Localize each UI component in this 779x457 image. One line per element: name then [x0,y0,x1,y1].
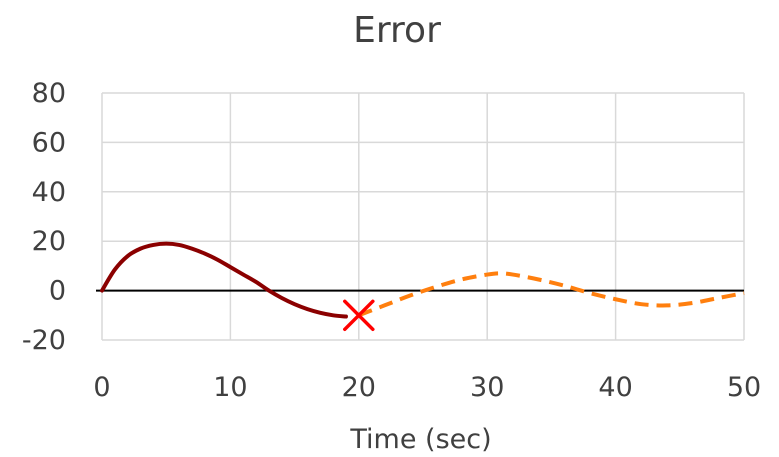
y-tick-label: 60 [32,127,66,158]
x-marker-stroke [343,299,375,332]
x-marker [343,299,375,332]
y-tick-label: 20 [32,226,66,257]
series-layer [100,241,745,319]
x-tick-label: 10 [213,372,247,403]
x-tick-label: 20 [342,372,376,403]
x-tick-label: 40 [598,372,632,403]
y-tick-label: -20 [22,325,66,356]
chart-title: Error [353,10,441,51]
marker-layer [343,299,375,332]
x-tick-label: 50 [727,372,761,403]
y-tick-label: 0 [49,276,66,307]
series-line-2 [358,271,745,318]
series-line-1 [100,241,348,319]
x-tick-label: 30 [470,372,504,403]
x-tick-label: 0 [93,372,110,403]
x-axis-label: Time (sec) [349,424,491,455]
y-tick-label: 80 [32,78,66,109]
y-tick-label: 40 [32,177,66,208]
tick-labels: -20 0 20 40 60 80 0 10 20 30 40 50 [22,78,761,403]
